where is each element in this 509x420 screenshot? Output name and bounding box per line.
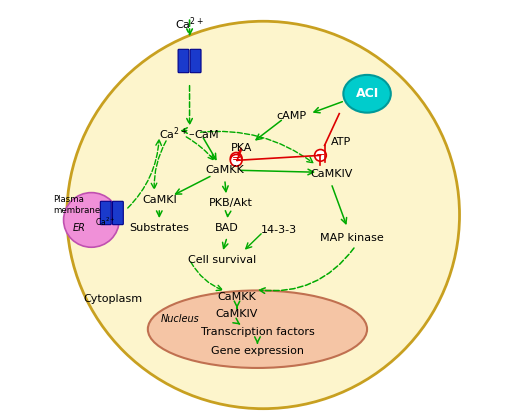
Text: CaMKK: CaMKK: [205, 165, 244, 175]
Text: CaMKIV: CaMKIV: [215, 309, 258, 319]
Ellipse shape: [343, 75, 390, 113]
Ellipse shape: [64, 193, 119, 247]
Text: Plasma
membrane: Plasma membrane: [53, 195, 100, 215]
Text: Ca$^{2+}$: Ca$^{2+}$: [95, 216, 116, 228]
Circle shape: [314, 150, 326, 161]
Ellipse shape: [148, 291, 366, 368]
Text: Nucleus: Nucleus: [161, 314, 200, 324]
Text: MAP kinase: MAP kinase: [319, 233, 383, 243]
Text: ATP: ATP: [330, 137, 351, 147]
Text: PKA: PKA: [230, 143, 251, 153]
Text: −: −: [231, 153, 240, 163]
Text: Gene expression: Gene expression: [211, 346, 303, 356]
Text: −: −: [231, 155, 240, 165]
Text: Cell survival: Cell survival: [188, 255, 256, 265]
FancyBboxPatch shape: [190, 49, 201, 73]
Text: ACI: ACI: [355, 87, 378, 100]
Text: Cytoplasm: Cytoplasm: [83, 294, 142, 304]
Circle shape: [230, 152, 242, 164]
Text: 14-3-3: 14-3-3: [260, 225, 296, 235]
Circle shape: [230, 155, 242, 166]
Text: CaMKK: CaMKK: [217, 292, 256, 302]
FancyBboxPatch shape: [100, 201, 111, 225]
Text: Transcription factors: Transcription factors: [200, 327, 314, 337]
Text: PKB/Akt: PKB/Akt: [208, 198, 252, 208]
Text: Ca$^{2+}$–CaM: Ca$^{2+}$–CaM: [159, 125, 219, 142]
Ellipse shape: [67, 21, 459, 409]
Text: CaMKI: CaMKI: [142, 195, 176, 205]
Text: Substrates: Substrates: [129, 223, 189, 233]
Text: −: −: [315, 150, 325, 160]
Text: cAMP: cAMP: [276, 110, 306, 121]
Text: Ca$^{2+}$: Ca$^{2+}$: [175, 15, 204, 32]
FancyBboxPatch shape: [178, 49, 188, 73]
Text: BAD: BAD: [214, 223, 238, 233]
Text: ER: ER: [72, 223, 86, 233]
FancyBboxPatch shape: [112, 201, 123, 225]
Text: CaMKIV: CaMKIV: [309, 169, 352, 179]
